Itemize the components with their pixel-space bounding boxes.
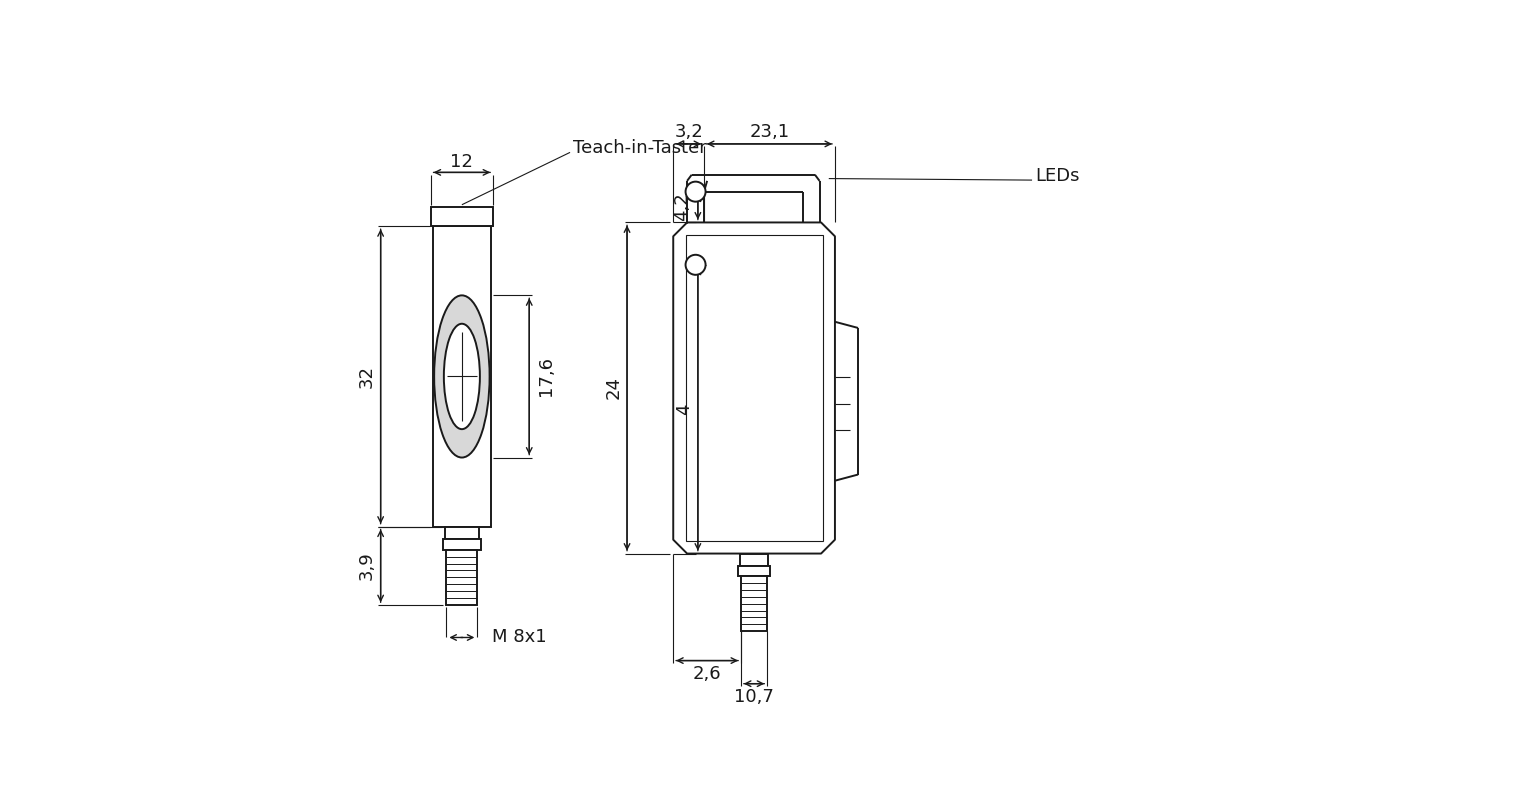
Bar	[433, 227, 490, 526]
Ellipse shape	[444, 324, 479, 429]
Text: 4,2: 4,2	[673, 192, 691, 222]
Bar	[740, 553, 768, 566]
Text: 23,1: 23,1	[750, 122, 790, 141]
Text: M 8x1: M 8x1	[493, 629, 547, 646]
Polygon shape	[673, 223, 836, 553]
Bar	[442, 539, 481, 549]
Text: 24: 24	[604, 377, 622, 400]
Bar	[447, 549, 478, 605]
Text: Teach-in-Taster: Teach-in-Taster	[573, 139, 707, 157]
Bar	[685, 235, 823, 541]
Text: 12: 12	[450, 153, 473, 171]
Text: 3,2: 3,2	[674, 122, 703, 141]
Text: 32: 32	[358, 365, 376, 388]
Bar	[740, 576, 766, 631]
Text: LEDs: LEDs	[1035, 167, 1080, 185]
Text: 10,7: 10,7	[734, 688, 774, 706]
Ellipse shape	[435, 296, 490, 458]
Text: 4: 4	[674, 403, 693, 415]
Text: 2,6: 2,6	[693, 665, 722, 683]
Bar	[430, 207, 493, 227]
Circle shape	[685, 181, 705, 202]
Text: 3,9: 3,9	[358, 552, 376, 580]
Text: 17,6: 17,6	[538, 356, 554, 397]
Circle shape	[685, 254, 705, 275]
Bar	[445, 526, 479, 539]
Bar	[737, 566, 770, 576]
